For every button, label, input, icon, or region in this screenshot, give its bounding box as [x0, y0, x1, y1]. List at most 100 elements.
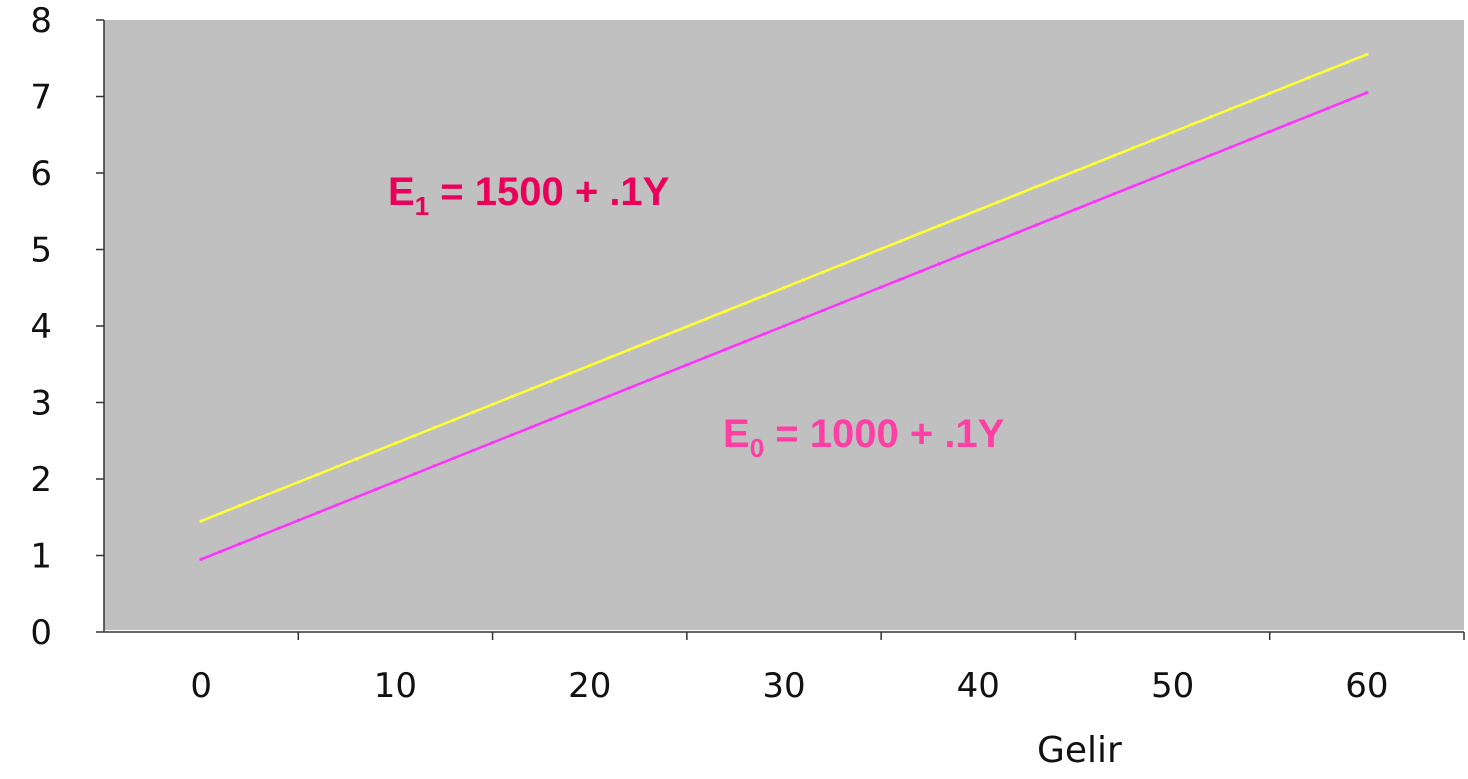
series-point-1	[1035, 223, 1039, 227]
series-point-0	[355, 457, 359, 461]
series-point-1	[1190, 161, 1194, 165]
series-point-0	[549, 379, 553, 383]
series-point-0	[1209, 115, 1213, 119]
series-point-1	[763, 332, 767, 336]
y-tick-label: 4	[30, 307, 52, 347]
series-point-1	[627, 386, 631, 390]
series-point-0	[840, 262, 844, 266]
series-point-0	[1151, 138, 1155, 142]
series-point-0	[1229, 107, 1233, 111]
series-point-0	[957, 216, 961, 220]
series-point-0	[879, 247, 883, 251]
series-point-1	[1307, 114, 1311, 118]
series-point-1	[1112, 192, 1116, 196]
series-point-0	[1093, 161, 1097, 165]
series-point-0	[821, 270, 825, 274]
series-point-0	[257, 496, 261, 500]
series-point-1	[918, 270, 922, 274]
x-tick-label: 40	[957, 666, 1000, 706]
series-point-0	[1171, 130, 1175, 134]
series-point-1	[1229, 145, 1233, 149]
y-tick-label: 8	[30, 1, 52, 41]
series-point-0	[374, 449, 378, 453]
series-point-1	[471, 448, 475, 452]
series-point-1	[607, 394, 611, 398]
series-point-1	[238, 542, 242, 546]
series-point-0	[510, 395, 514, 399]
series-point-1	[996, 238, 1000, 242]
y-tick-label: 5	[30, 231, 52, 271]
series-point-1	[1209, 153, 1213, 157]
y-tick-label: 6	[30, 154, 52, 194]
series-point-0	[899, 239, 903, 243]
series-point-1	[1326, 106, 1330, 110]
series-point-1	[355, 495, 359, 499]
series-label-e1: E1 = 1500 + .1Y	[388, 170, 670, 221]
series-point-0	[996, 200, 1000, 204]
series-point-1	[860, 293, 864, 297]
series-point-1	[296, 518, 300, 522]
series-point-1	[801, 316, 805, 320]
series-point-1	[1248, 137, 1252, 141]
series-point-1	[568, 410, 572, 414]
series-point-0	[743, 301, 747, 305]
series-point-0	[665, 332, 669, 336]
series-point-1	[199, 557, 203, 561]
series-point-0	[1345, 60, 1349, 64]
series-point-1	[840, 301, 844, 305]
series-point-0	[277, 488, 281, 492]
series-point-0	[763, 294, 767, 298]
y-tick-label: 7	[30, 78, 52, 118]
series-point-1	[1015, 231, 1019, 235]
series-point-0	[413, 434, 417, 438]
x-tick-label: 10	[374, 666, 417, 706]
series-point-0	[1132, 146, 1136, 150]
series-point-1	[1171, 168, 1175, 172]
series-point-0	[1190, 122, 1194, 126]
series-point-0	[568, 371, 572, 375]
x-tick-label: 50	[1151, 666, 1194, 706]
series-point-0	[296, 480, 300, 484]
series-point-0	[937, 224, 941, 228]
series-point-0	[646, 340, 650, 344]
series-point-1	[899, 277, 903, 281]
series-lines	[199, 52, 1369, 561]
series-point-1	[277, 526, 281, 530]
series-point-0	[529, 387, 533, 391]
series-point-0	[1015, 192, 1019, 196]
series-point-0	[1054, 177, 1058, 181]
series-point-1	[1268, 130, 1272, 134]
series-point-1	[646, 378, 650, 382]
series-point-1	[1345, 98, 1349, 102]
x-axis-ticks: 0 10 20 30 40 50 60	[190, 632, 1465, 706]
series-point-1	[1132, 184, 1136, 188]
series-point-0	[860, 255, 864, 259]
series-label-e0: E0 = 1000 + .1Y	[723, 412, 1005, 463]
series-point-0	[316, 472, 320, 476]
series-point-0	[471, 410, 475, 414]
series-point-1	[1287, 122, 1291, 126]
series-point-0	[918, 231, 922, 235]
series-point-0	[335, 465, 339, 469]
series-point-0	[491, 402, 495, 406]
series-point-0	[1326, 68, 1330, 72]
series-point-1	[743, 340, 747, 344]
series-point-1	[665, 371, 669, 375]
series-point-1	[413, 472, 417, 476]
y-axis-ticks: 0 1 2 3 4 5 6 7 8	[30, 1, 104, 653]
x-tick-label: 0	[190, 666, 212, 706]
series-point-0	[1073, 169, 1077, 173]
x-tick-label: 30	[762, 666, 805, 706]
series-point-1	[1073, 207, 1077, 211]
y-tick-label: 0	[30, 613, 52, 653]
series-label-e0-sub: 0	[750, 433, 764, 463]
series-point-0	[1268, 91, 1272, 95]
series-point-0	[452, 418, 456, 422]
series-label-e1-sub: 1	[415, 191, 429, 221]
x-axis-title: Gelir	[1037, 730, 1122, 771]
series-point-1	[316, 511, 320, 515]
series-point-1	[1093, 200, 1097, 204]
series-point-1	[957, 254, 961, 258]
series-point-0	[199, 519, 203, 523]
